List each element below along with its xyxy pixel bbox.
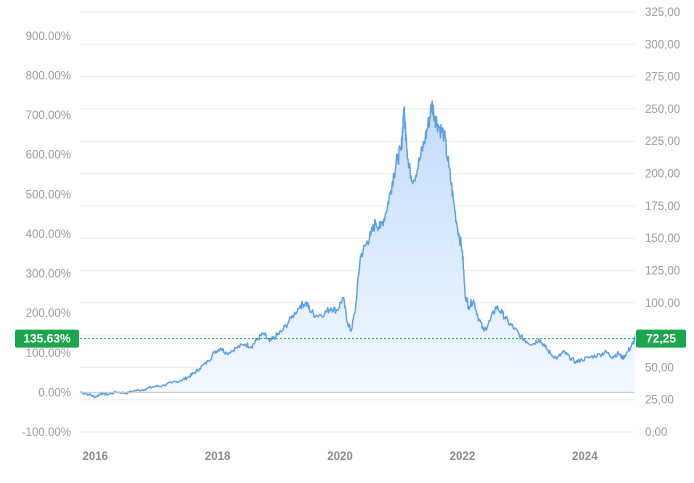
current-price-label: 72,25	[646, 332, 676, 346]
right-tick-label: 225,00	[645, 136, 680, 148]
right-tick-label: 200,00	[645, 169, 680, 181]
current-percent-badge-bg	[15, 329, 79, 348]
left-tick-label: 100.00%	[26, 348, 71, 360]
x-tick-label: 2022	[450, 451, 476, 463]
x-tick-label: 2016	[83, 451, 109, 463]
x-axis: 2016 2018 2020 2022 2024	[83, 451, 599, 463]
left-axis: -100.00% 0.00% 100.00% 200.00% 300.00% 400.00…	[22, 31, 71, 439]
left-tick-label: 700.00%	[26, 110, 71, 122]
left-tick-label: 800.00%	[26, 70, 71, 82]
price-area	[80, 100, 635, 398]
right-tick-label: 150,00	[645, 233, 680, 245]
right-tick-label: 275,00	[645, 72, 680, 84]
current-price-badge-bg	[636, 329, 686, 348]
right-tick-label: 175,00	[645, 201, 680, 213]
right-tick-label: 50,00	[645, 362, 674, 374]
left-tick-label: -100.00%	[22, 427, 71, 439]
right-tick-label: 125,00	[645, 265, 680, 277]
current-percent-label: 135.63%	[23, 332, 71, 346]
right-tick-label: 325,00	[645, 7, 680, 19]
current-price-badge: 72,25	[636, 329, 686, 348]
right-tick-label: 100,00	[645, 298, 680, 310]
left-tick-label: 900.00%	[26, 31, 71, 43]
right-axis: 0,0025,0050,0075,00100,00125,00150,00175…	[645, 7, 680, 439]
left-tick-label: 0.00%	[38, 387, 71, 399]
left-tick-label: 600.00%	[26, 150, 71, 162]
left-tick-label: 400.00%	[26, 229, 71, 241]
current-percent-badge: 135.63%	[15, 329, 79, 348]
price-line	[79, 100, 636, 399]
x-tick-label: 2024	[572, 451, 598, 463]
right-tick-label: 300,00	[645, 39, 680, 51]
right-tick-label: 250,00	[645, 104, 680, 116]
right-tick-label: 25,00	[645, 395, 674, 407]
left-tick-label: 300.00%	[26, 269, 71, 281]
right-tick-label: 0,00	[645, 427, 667, 439]
x-tick-label: 2020	[327, 451, 353, 463]
left-tick-label: 500.00%	[26, 189, 71, 201]
left-tick-label: 200.00%	[26, 308, 71, 320]
x-tick-label: 2018	[205, 451, 231, 463]
